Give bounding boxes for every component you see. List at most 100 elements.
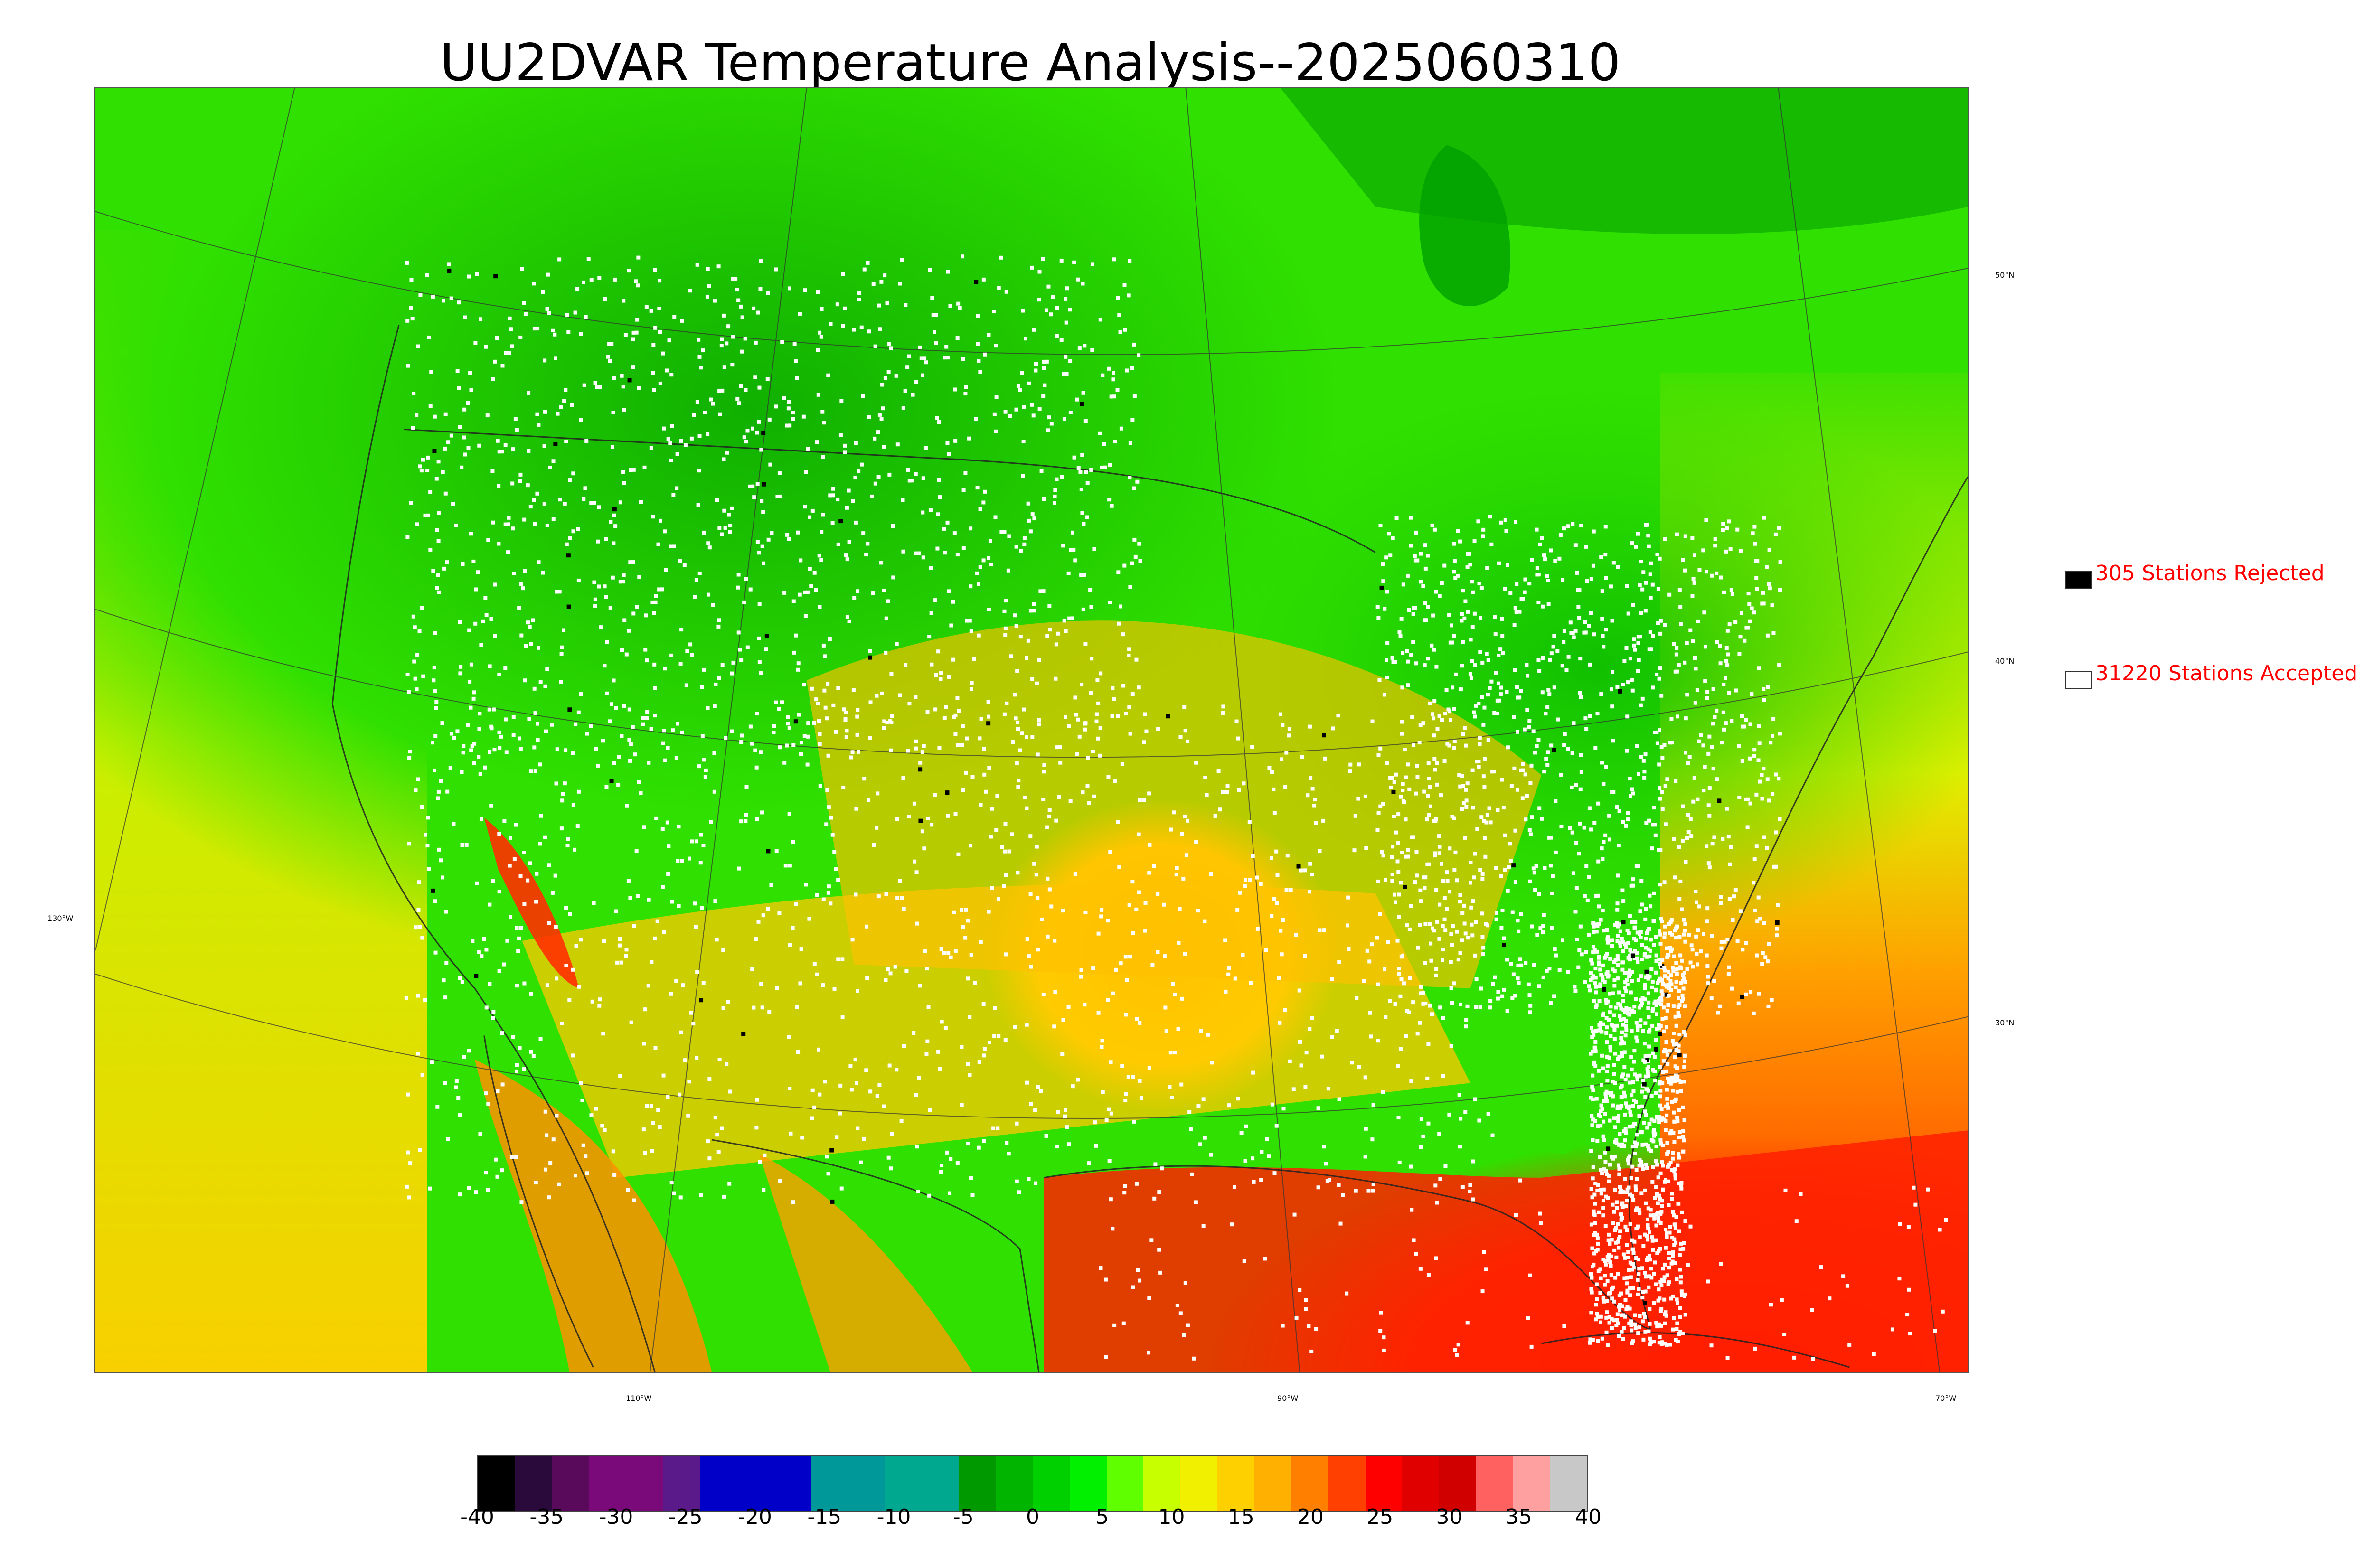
accepted-station-marker [1669,717,1674,721]
accepted-station-marker [1657,999,1661,1003]
accepted-station-marker [775,495,780,498]
accepted-station-marker [1677,588,1682,592]
accepted-station-marker [804,883,808,887]
accepted-station-marker [826,891,830,895]
accepted-station-marker [1541,975,1545,979]
accepted-station-marker [1536,601,1541,604]
accepted-station-marker [1674,1240,1678,1245]
accepted-station-marker [838,1083,843,1088]
accepted-station-marker [987,910,991,914]
accepted-station-marker [1673,1226,1677,1230]
accepted-station-marker [841,272,845,276]
accepted-station-marker [1671,1327,1675,1332]
rejected-station-marker [830,1199,835,1204]
accepted-station-marker [675,452,679,456]
accepted-station-marker [1444,688,1449,692]
accepted-station-marker [560,1022,564,1026]
rejected-station-marker [1511,863,1516,868]
accepted-station-marker [999,255,1003,260]
accepted-station-marker [1545,705,1550,709]
accepted-station-marker [1636,669,1640,673]
accepted-station-marker [1638,909,1642,913]
accepted-station-marker [414,925,418,930]
accepted-station-marker [553,332,557,337]
accepted-station-marker [1544,712,1548,716]
accepted-station-marker [803,590,807,594]
accepted-station-marker [477,950,481,954]
accepted-station-marker [799,947,803,951]
accepted-station-marker [1432,733,1436,738]
accepted-station-marker [1183,951,1187,956]
accepted-station-marker [925,710,930,714]
accepted-station-marker [1631,877,1635,882]
accepted-station-marker [1636,1277,1640,1282]
accepted-station-marker [786,406,791,411]
accepted-station-marker [1461,589,1465,593]
accepted-station-marker [1241,953,1245,957]
accepted-station-marker [1555,649,1560,653]
accepted-station-marker [674,756,678,760]
accepted-station-marker [1497,698,1501,703]
accepted-station-marker [1635,1206,1639,1211]
accepted-station-marker [1120,1064,1124,1068]
accepted-station-marker [1612,978,1617,982]
accepted-station-marker [458,1192,462,1197]
accepted-station-marker [1053,990,1057,994]
accepted-station-marker [1545,968,1549,973]
accepted-station-marker [1620,937,1624,941]
accepted-station-marker [1620,967,1625,972]
accepted-station-marker [1658,929,1662,933]
accepted-station-marker [768,462,772,467]
accepted-station-marker [1175,1304,1179,1308]
accepted-station-marker [1081,282,1085,286]
accepted-station-marker [562,399,566,403]
accepted-station-marker [1089,468,1093,472]
accepted-station-marker [1030,403,1034,407]
accepted-station-marker [1407,1010,1411,1014]
accepted-station-marker [921,555,925,560]
accepted-station-marker [443,910,448,914]
accepted-station-marker [1613,1140,1617,1144]
accepted-station-marker [624,652,629,657]
accepted-station-marker [1576,965,1581,969]
accepted-station-marker [1025,937,1029,941]
accepted-station-marker [1681,1135,1686,1139]
accepted-station-marker [1138,1021,1142,1025]
accepted-station-marker [1473,714,1477,719]
accepted-station-marker [1025,1080,1029,1085]
accepted-station-marker [627,269,631,273]
accepted-station-marker [1083,722,1087,726]
accepted-station-marker [1190,1172,1194,1176]
accepted-station-marker [1128,441,1132,445]
accepted-station-marker [1336,714,1340,718]
accepted-station-marker [737,866,741,871]
accepted-station-marker [1710,745,1714,750]
accepted-station-marker [1627,1185,1631,1190]
accepted-station-marker [1010,832,1014,836]
accepted-station-marker [1462,903,1466,908]
accepted-station-marker [838,433,843,437]
accepted-station-marker [1721,837,1725,841]
accepted-station-marker [1585,898,1590,902]
accepted-station-marker [1111,377,1115,382]
accepted-station-marker [1394,900,1398,904]
accepted-station-marker [1615,805,1619,809]
accepted-station-marker [1043,383,1047,387]
accepted-station-marker [1112,394,1116,399]
accepted-station-marker [850,938,855,942]
accepted-station-marker [1657,1081,1661,1086]
rejected-station-marker [432,449,437,453]
accepted-station-marker [918,345,922,349]
accepted-station-marker [953,812,958,816]
accepted-station-marker [1136,1268,1140,1272]
accepted-station-marker [1406,659,1410,664]
accepted-station-marker [1478,1005,1482,1009]
accepted-station-marker [1501,806,1506,810]
accepted-station-marker [740,733,744,738]
accepted-station-marker [1592,1212,1596,1217]
accepted-station-marker [1425,862,1430,866]
accepted-station-marker [1668,1161,1673,1165]
accepted-station-marker [492,748,497,752]
accepted-station-marker [643,648,648,652]
accepted-station-marker [695,263,699,267]
